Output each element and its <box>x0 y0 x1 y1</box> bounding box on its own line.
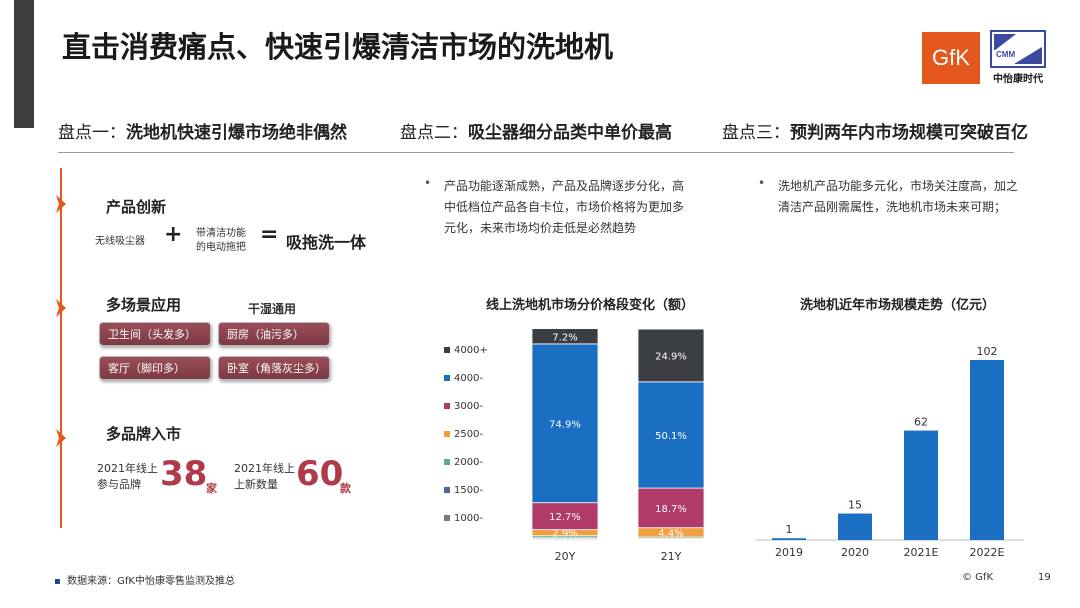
x-tick-label: 2022E <box>970 546 1005 559</box>
scene-chip-bathroom: 卫生间（头发多） <box>99 322 211 346</box>
point-one-heading: 盘点一：洗地机快速引爆市场绝非偶然 <box>58 123 347 143</box>
chevron-right-icon <box>55 194 66 213</box>
item-electric-mop-line1: 带清洁功能 <box>196 228 246 239</box>
cmm-logo: CMM 中怡康时代 <box>990 30 1046 85</box>
data-label: 15 <box>848 499 862 512</box>
bullet-icon: • <box>424 176 432 190</box>
bar <box>772 538 806 540</box>
stat-models-unit: 款 <box>340 482 351 495</box>
legend-label: 1000- <box>454 513 483 524</box>
footer-copyright: © GfK <box>962 572 994 583</box>
x-tick-label: 2020 <box>841 546 869 559</box>
legend-swatch <box>444 403 450 409</box>
legend-swatch <box>444 515 450 521</box>
data-label: 2.9% <box>552 529 577 540</box>
data-label: 24.9% <box>655 351 687 362</box>
legend-swatch <box>444 431 450 437</box>
market-size-chart: 1 2019 15 2020 62 2021E 102 2022E <box>756 345 1024 559</box>
bullet-icon: • <box>758 176 766 190</box>
scene-chip-bedroom: 卧室（角落灰尘多） <box>218 356 330 380</box>
stacked-bar-segment <box>531 328 599 345</box>
stacked-bar-segment <box>531 502 599 531</box>
data-label: 18.7% <box>655 504 687 515</box>
bar <box>838 513 872 540</box>
data-label: 62 <box>914 416 928 429</box>
equals-sign: = <box>260 222 279 247</box>
scene-chip-kitchen: 厨房（油污多） <box>218 322 330 346</box>
stat-models-label-line1: 2021年线上 <box>234 462 295 475</box>
legend-swatch <box>444 375 450 381</box>
data-label: 74.9% <box>549 419 581 430</box>
item-electric-mop-line2: 的电动拖把 <box>196 242 246 253</box>
chart2-title: 洗地机近年市场规模走势（亿元） <box>800 298 996 313</box>
stacked-bar-segment <box>637 328 705 383</box>
section-product-innovation: 产品创新 <box>106 198 167 216</box>
legend-label: 4000- <box>454 373 483 384</box>
section-multi-brand: 多品牌入市 <box>106 425 182 443</box>
wet-dry-label: 干湿通用 <box>248 302 297 316</box>
data-label: 7.2% <box>552 332 577 343</box>
data-label: 1 <box>786 523 793 536</box>
data-label: 12.7% <box>549 512 581 523</box>
point-two-heading: 盘点二：吸尘器细分品类中单价最高 <box>400 123 672 143</box>
legend-label: 2000- <box>454 457 483 468</box>
stat-brands-label-line1: 2021年线上 <box>97 462 158 475</box>
bar <box>970 360 1004 540</box>
chevron-right-icon <box>55 428 66 447</box>
x-tick-label: 2021E <box>904 546 939 559</box>
legend-label: 2500- <box>454 429 483 440</box>
stacked-bar-segment <box>637 381 705 489</box>
plus-sign: + <box>164 222 183 247</box>
chevron-right-icon <box>55 298 66 317</box>
price-segment-chart: 4000+ 4000- 3000- 2500- 2000- 1500- 1000- 2.9% 1… <box>444 328 705 563</box>
chart1-title: 线上洗地机市场分价格段变化（额） <box>486 298 695 313</box>
timeline-line <box>60 168 62 528</box>
data-label: 4.4% <box>658 528 683 539</box>
section-multi-scene: 多场景应用 <box>106 296 182 314</box>
stacked-bar-segment <box>531 343 599 504</box>
stat-models-value: 60 <box>296 454 344 494</box>
legend-label: 3000- <box>454 401 483 412</box>
legend-swatch <box>444 487 450 493</box>
bar <box>904 430 938 540</box>
legend-label: 4000+ <box>454 345 488 356</box>
page-title: 直击消费痛点、快速引爆清洁市场的洗地机 <box>62 30 614 64</box>
legend-swatch <box>444 459 450 465</box>
stat-brands-unit: 家 <box>206 482 217 495</box>
legend-swatch <box>444 347 450 353</box>
item-cordless-vacuum: 无线吸尘器 <box>95 236 145 247</box>
innovation-result: 吸拖洗一体 <box>286 233 367 252</box>
gfk-logo: GfK <box>922 32 980 84</box>
title-accent-bar <box>14 0 34 128</box>
footer-source: ▪ 数据来源：GfK中怡康零售监测及推总 <box>54 576 235 587</box>
data-label: 102 <box>977 345 998 358</box>
x-tick-label: 21Y <box>661 550 682 563</box>
legend-label: 1500- <box>454 485 483 496</box>
page-number: 19 <box>1038 572 1051 583</box>
stat-brands-label-line2: 参与品牌 <box>97 478 141 491</box>
scene-chip-living-room: 客厅（脚印多） <box>99 356 211 380</box>
data-label: 50.1% <box>655 431 687 442</box>
right-bullet-text: 洗地机产品功能多元化，市场关注度高，加之清洁产品刚需属性，洗地机市场未来可期； <box>778 179 1019 214</box>
stat-brands-value: 38 <box>160 454 208 494</box>
header-divider <box>58 152 1014 153</box>
stat-models-label-line2: 上新数量 <box>234 478 278 491</box>
x-tick-label: 2019 <box>775 546 803 559</box>
mid-bullet-text: 产品功能逐渐成熟，产品及品牌逐步分化，高中低档位产品各自卡位，市场价格将为更加多… <box>444 179 685 235</box>
x-tick-label: 20Y <box>555 550 576 563</box>
point-three-heading: 盘点三：预判两年内市场规模可突破百亿 <box>722 123 1028 143</box>
